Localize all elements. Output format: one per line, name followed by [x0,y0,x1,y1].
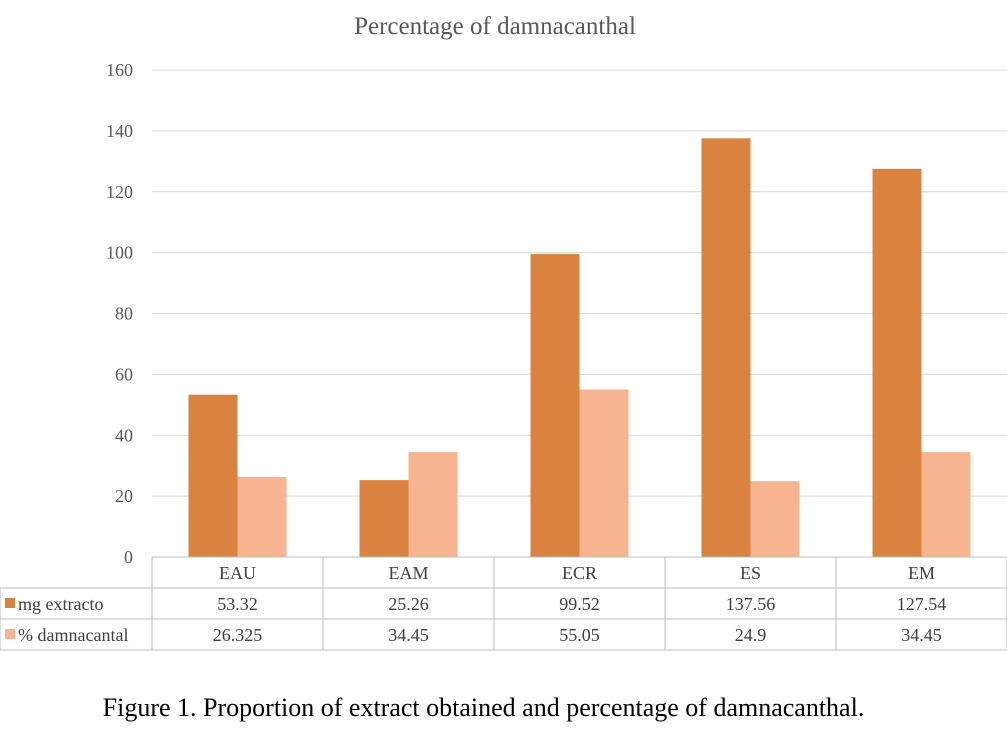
bar-ecr-series-1 [579,389,629,557]
data-table-value: 34.45 [388,625,429,645]
bar-ecr-series-0 [530,254,580,557]
category-label: EM [908,563,935,583]
figure-caption: Figure 1. Proportion of extract obtained… [102,693,865,722]
y-tick-label: 160 [106,60,133,80]
bar-eam-series-0 [359,480,409,557]
data-table-value: 25.26 [388,594,429,614]
category-label: ES [740,563,761,583]
y-tick-label: 40 [115,425,133,445]
category-label: ECR [562,563,597,583]
bar-eau-series-1 [237,476,287,557]
data-table-value: 55.05 [559,625,600,645]
legend-key-series-1 [5,629,15,639]
bar-es-series-0 [701,138,751,557]
y-tick-label: 20 [115,486,133,506]
y-tick-label: 60 [115,364,133,384]
bar-eau-series-0 [188,394,238,557]
y-tick-label: 120 [106,182,133,202]
y-tick-label: 140 [106,121,133,141]
bar-es-series-1 [750,481,800,557]
chart-title: Percentage of damnacanthal [354,13,636,40]
data-table-value: 53.32 [217,594,258,614]
category-label: EAM [389,563,429,583]
data-table-value: 137.56 [726,594,776,614]
data-table-value: 34.45 [901,625,942,645]
y-tick-label: 100 [106,243,133,263]
legend-label: mg extracto [18,594,103,614]
data-table-value: 99.52 [559,594,600,614]
legend-key-series-0 [5,598,15,608]
data-table-value: 24.9 [735,625,767,645]
bar-em-series-0 [872,168,922,558]
legend-label: % damnacantal [18,625,128,645]
data-table-value: 127.54 [897,594,947,614]
bar-chart: Percentage of damnacanthal 0 20 40 60 80 100 1… [0,13,1007,651]
y-tick-label: 0 [124,547,133,567]
data-table-value: 26.325 [213,625,263,645]
category-label: EAU [219,563,256,583]
bar-eam-series-1 [408,452,458,557]
y-tick-label: 80 [115,304,133,324]
bar-em-series-1 [921,452,971,557]
